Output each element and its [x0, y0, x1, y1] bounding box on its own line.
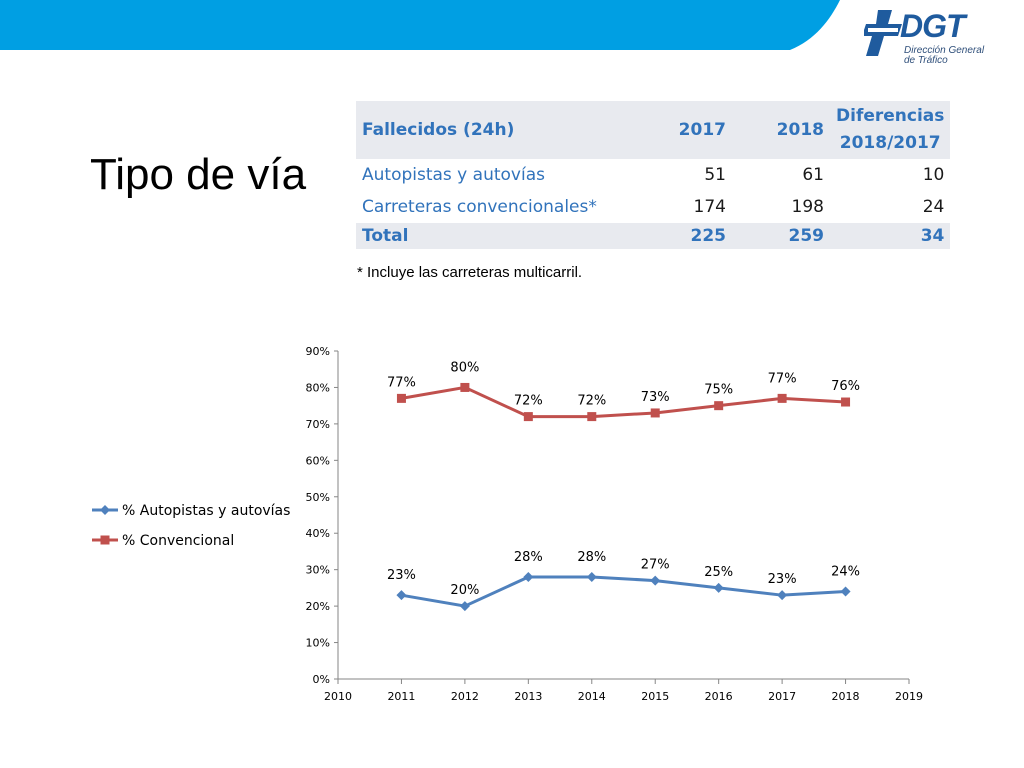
table-cell: 10 — [922, 165, 945, 185]
logo-word: DGT — [900, 8, 966, 44]
x-tick-label: 2018 — [832, 690, 860, 703]
data-label: 76% — [831, 379, 860, 394]
data-label: 23% — [387, 568, 416, 583]
data-label: 80% — [450, 360, 479, 375]
fatalities-table: Fallecidos (24h) 2017 2018 Diferencias 20… — [356, 101, 951, 249]
y-tick-label: 40% — [306, 527, 330, 540]
table-header-cell: Fallecidos (24h) — [356, 101, 634, 159]
table-cell: 198 — [791, 197, 824, 217]
y-tick-label: 20% — [306, 600, 330, 613]
y-tick-label: 0% — [313, 673, 330, 686]
table-cell: 61 — [802, 165, 824, 185]
data-label: 28% — [514, 550, 543, 565]
x-tick-label: 2012 — [451, 690, 479, 703]
data-point — [777, 590, 788, 601]
data-label: 72% — [577, 394, 606, 409]
dgt-logo: DGT Dirección General de Tráfico — [864, 6, 1024, 66]
data-point — [460, 382, 470, 392]
legend-marker — [100, 505, 110, 515]
table-header-diff-line2: 2018/2017 — [839, 133, 941, 153]
x-tick-label: 2010 — [324, 690, 352, 703]
y-tick-label: 50% — [306, 491, 330, 504]
table-cell: 24 — [922, 197, 945, 217]
series-line — [401, 385, 846, 419]
data-point — [586, 571, 597, 582]
data-label: 23% — [768, 572, 797, 587]
y-tick-label: 60% — [306, 454, 330, 467]
table-header-cell: 2018 — [732, 101, 830, 159]
table-row: Carreteras convencionales* 174 198 24 — [356, 191, 950, 223]
data-point — [396, 590, 407, 601]
data-label: 77% — [768, 371, 797, 386]
data-label: 75% — [704, 383, 733, 398]
data-point — [396, 393, 406, 403]
y-tick-label: 90% — [306, 345, 330, 358]
x-tick-label: 2014 — [578, 690, 606, 703]
header-banner — [0, 0, 840, 50]
table-header-cell: Diferencias 2018/2017 — [830, 101, 951, 159]
data-point — [523, 412, 533, 422]
x-tick-label: 2015 — [641, 690, 669, 703]
y-tick-label: 70% — [306, 418, 330, 431]
data-label: 73% — [641, 390, 670, 405]
x-tick-label: 2013 — [514, 690, 542, 703]
data-label: 72% — [514, 394, 543, 409]
data-point — [841, 397, 851, 407]
table-header-row: Fallecidos (24h) 2017 2018 Diferencias 20… — [356, 101, 951, 159]
data-point — [650, 575, 661, 586]
logo-subtitle-1: Dirección General — [904, 45, 985, 56]
data-label: 20% — [450, 583, 479, 598]
data-point — [714, 401, 724, 411]
data-label: 25% — [704, 565, 733, 580]
table-header-diff-line1: Diferencias — [836, 106, 945, 126]
table-cell: Total — [356, 223, 634, 249]
table-cell: 174 — [693, 197, 726, 217]
table-cell: Autopistas y autovías — [362, 165, 545, 185]
data-point — [523, 571, 534, 582]
data-point — [840, 586, 851, 597]
x-tick-label: 2017 — [768, 690, 796, 703]
table-cell: 34 — [830, 223, 951, 249]
table-cell: Carreteras convencionales* — [362, 197, 597, 217]
data-label: 24% — [831, 565, 860, 580]
table-cell: 259 — [732, 223, 830, 249]
legend-marker — [100, 535, 110, 545]
y-tick-label: 80% — [306, 381, 330, 394]
data-point — [777, 393, 787, 403]
legend-label: % Convencional — [122, 533, 234, 549]
slide-title: Tipo de vía — [90, 150, 307, 199]
table-cell: 225 — [634, 223, 732, 249]
x-tick-label: 2016 — [705, 690, 733, 703]
table-cell: 51 — [704, 165, 726, 185]
data-point — [650, 408, 660, 418]
x-tick-label: 2011 — [387, 690, 415, 703]
data-point — [587, 412, 597, 422]
data-label: 28% — [577, 550, 606, 565]
table-row: Autopistas y autovías 51 61 10 — [356, 159, 950, 191]
x-tick-label: 2019 — [895, 690, 923, 703]
dgt-cross-icon — [864, 10, 902, 56]
data-point — [713, 582, 724, 593]
table-total-row: Total 225 259 34 — [356, 223, 951, 249]
y-tick-label: 30% — [306, 564, 330, 577]
data-label: 77% — [387, 375, 416, 390]
legend-label: % Autopistas y autovías — [122, 503, 290, 519]
series-line — [401, 575, 846, 608]
table-footnote: * Incluye las carreteras multicarril. — [357, 264, 583, 281]
logo-subtitle-2: de Tráfico — [904, 55, 948, 66]
data-label: 27% — [641, 558, 670, 573]
data-point — [459, 601, 470, 612]
table-header-cell: 2017 — [634, 101, 732, 159]
y-tick-label: 10% — [306, 637, 330, 650]
